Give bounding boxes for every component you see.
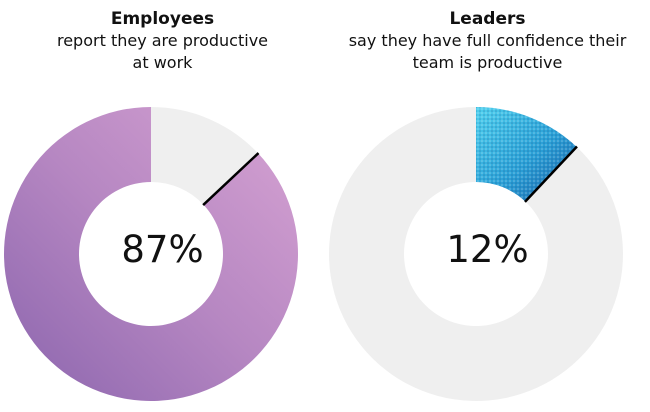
employees-percentage: 87% xyxy=(121,228,204,271)
employees-donut-chart xyxy=(3,107,299,402)
leaders-panel: Leaders say they have full confidence th… xyxy=(325,0,650,412)
donut-slice-separator xyxy=(202,152,260,206)
donut-slice-separator xyxy=(524,145,578,203)
employees-subtitle: report they are productive at work xyxy=(0,30,325,74)
leaders-title: Leaders xyxy=(449,9,526,29)
leaders-donut-chart xyxy=(329,107,623,401)
employees-subtitle-line-2: at work xyxy=(132,53,193,72)
employees-subtitle-line-1: report they are productive xyxy=(56,31,269,50)
donut-slice-remainder xyxy=(329,107,623,401)
donut-slice-texture xyxy=(476,107,577,202)
donut-slice-highlight xyxy=(3,107,299,402)
donut-slice-remainder xyxy=(151,107,259,205)
employees-heading: Employees report they are productive at … xyxy=(0,8,325,74)
leaders-subtitle-line-1: say they have full confidence their xyxy=(348,31,627,50)
employees-panel: Employees report they are productive at … xyxy=(0,8,325,402)
leaders-heading: Leaders say they have full confidence th… xyxy=(325,8,650,74)
leaders-percentage: 12% xyxy=(446,228,529,271)
employees-title: Employees xyxy=(110,9,215,29)
leaders-subtitle: say they have full confidence their team… xyxy=(325,30,650,74)
leaders-subtitle-line-2: team is productive xyxy=(412,53,563,72)
